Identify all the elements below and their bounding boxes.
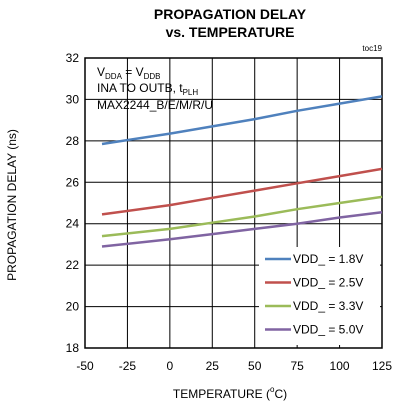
legend-label-4: VDD_ = 5.0V <box>293 323 363 337</box>
annotation-line2: INA TO OUTB, tPLH <box>97 81 198 97</box>
y-tick-label: 26 <box>66 175 80 189</box>
x-tick-label: -50 <box>76 359 94 373</box>
x-tick-label: 25 <box>206 359 220 373</box>
grid-lines <box>84 57 383 349</box>
y-tick-label: 32 <box>66 51 80 65</box>
plot-border <box>84 57 383 349</box>
series-line-3 <box>101 195 383 238</box>
series-line-1 <box>101 95 383 146</box>
plot-frame <box>84 57 383 349</box>
figure-id: toc19 <box>362 44 382 53</box>
annotation-block: VDDA = VDDB INA TO OUTB, tPLH MAX2244_B/… <box>97 65 213 112</box>
x-tick-label: -25 <box>119 359 137 373</box>
y-tick-label: 24 <box>66 217 80 231</box>
annotation-line3: MAX2244_B/E/M/R/U <box>97 98 213 112</box>
x-axis-label: TEMPERATURE (oC) <box>173 385 287 401</box>
y-tick-label: 30 <box>66 92 80 106</box>
series-line-4 <box>101 211 383 248</box>
chart-title-line2: vs. TEMPERATURE <box>166 24 295 40</box>
x-tick-labels: -50 -25 0 25 50 75 100 125 <box>76 359 392 373</box>
chart-title-line1: PROPAGATION DELAY <box>154 6 307 22</box>
y-axis-label: PROPAGATION DELAY (ns) <box>5 129 19 281</box>
series-lines <box>101 95 383 248</box>
legend-label-2: VDD_ = 2.5V <box>293 276 363 290</box>
y-tick-label: 20 <box>66 300 80 314</box>
legend: VDD_ = 1.8V VDD_ = 2.5V VDD_ = 3.3V VDD_ = … <box>259 247 380 345</box>
annotation-line1: VDDA = VDDB <box>97 65 160 81</box>
x-tick-label: 0 <box>167 359 174 373</box>
y-tick-label: 18 <box>66 341 80 355</box>
y-tick-label: 28 <box>66 134 80 148</box>
x-tick-label: 100 <box>330 359 350 373</box>
series-line-2 <box>101 167 383 216</box>
legend-label-1: VDD_ = 1.8V <box>293 252 363 266</box>
legend-label-3: VDD_ = 3.3V <box>293 299 363 313</box>
x-tick-label: 75 <box>290 359 304 373</box>
y-tick-labels: 18 20 22 24 26 28 30 32 <box>66 51 80 355</box>
x-tick-label: 50 <box>248 359 262 373</box>
x-tick-label: 125 <box>372 359 392 373</box>
y-tick-label: 22 <box>66 258 80 272</box>
